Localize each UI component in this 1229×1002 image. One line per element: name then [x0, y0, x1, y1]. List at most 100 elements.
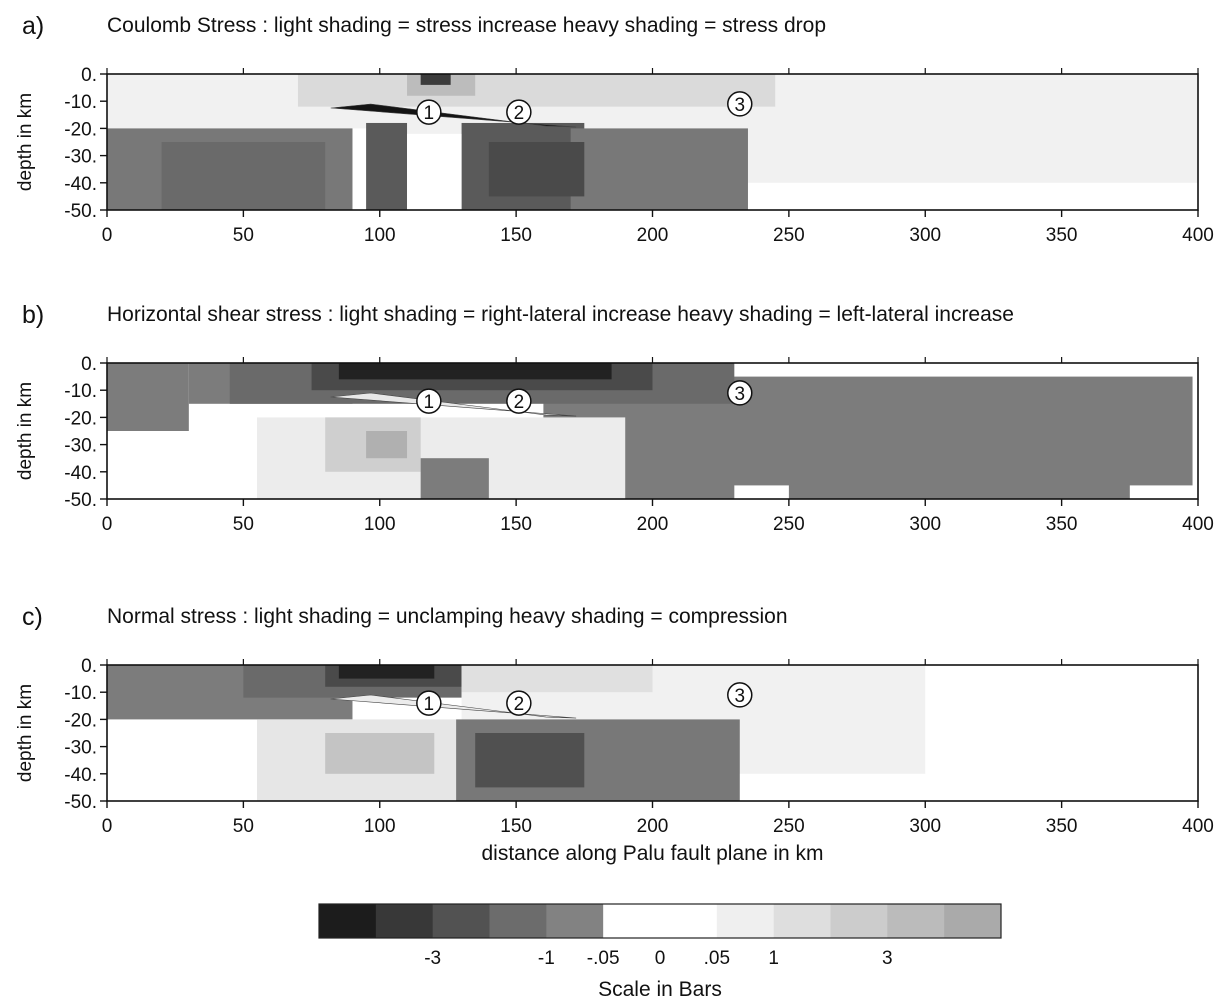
colorbar-tick-label: .05 [704, 948, 730, 969]
location-marker-1: 1 [416, 99, 442, 125]
location-marker-1: 1 [416, 388, 442, 414]
y-tick-label: -10. [64, 381, 97, 402]
y-tick-label: 0. [81, 354, 97, 375]
marker-label: 1 [424, 694, 435, 715]
marker-circle [727, 682, 753, 708]
x-tick-label: 100 [364, 816, 396, 837]
x-tick-label: 300 [909, 514, 941, 535]
y-tick-label: -30. [64, 436, 97, 457]
stress-cell [297, 74, 776, 107]
stress-cell [475, 733, 585, 788]
stress-cell [161, 142, 326, 210]
y-tick-label: -50. [64, 490, 97, 511]
colorbar-tick-label: -3 [424, 948, 441, 969]
y-tick-label: 0. [81, 656, 97, 677]
colorbar-swatch [887, 904, 945, 938]
x-tick-label: 400 [1182, 225, 1214, 246]
x-tick-label: 100 [364, 514, 396, 535]
y-tick-label: -30. [64, 738, 97, 759]
x-tick-label: 250 [773, 514, 805, 535]
location-marker-2: 2 [506, 99, 532, 125]
colorbar-label: Scale in Bars [598, 978, 722, 1001]
y-tick-label: -10. [64, 92, 97, 113]
colorbar-frame [318, 903, 1002, 939]
colorbar-swatch [432, 904, 490, 938]
x-tick-label: 350 [1046, 816, 1078, 837]
x-tick-label: 250 [773, 816, 805, 837]
stress-cell [420, 458, 489, 499]
stress-cell [1129, 485, 1198, 499]
x-tick-label: 50 [233, 225, 254, 246]
colorbar-swatch [546, 904, 604, 938]
stress-cell [338, 363, 612, 380]
x-tick-label: 0 [102, 225, 113, 246]
location-marker-2: 2 [506, 690, 532, 716]
y-tick-label: -10. [64, 683, 97, 704]
stress-cell [734, 485, 789, 499]
x-axis-label: distance along Palu fault plane in km [481, 842, 823, 865]
x-tick-label: 300 [909, 816, 941, 837]
x-tick-label: 0 [102, 816, 113, 837]
colorbar-tick-label: -.05 [587, 948, 620, 969]
stress-cell [366, 431, 408, 459]
colorbar-swatch [716, 904, 775, 938]
marker-circle [727, 91, 753, 117]
marker-label: 1 [424, 103, 435, 124]
marker-circle [506, 388, 532, 414]
stress-cell [461, 665, 653, 693]
colorbar-swatch [660, 904, 718, 938]
panel-letter: c) [22, 603, 43, 631]
marker-circle [727, 380, 753, 406]
x-tick-label: 50 [233, 816, 254, 837]
x-tick-label: 150 [500, 514, 532, 535]
y-axis-label: depth in km [15, 684, 36, 782]
colorbar-swatch [489, 904, 547, 938]
y-tick-label: -40. [64, 765, 97, 786]
y-tick-label: -20. [64, 710, 97, 731]
colorbar-swatch [773, 904, 831, 938]
y-axis-label: depth in km [15, 93, 36, 191]
y-tick-label: -20. [64, 408, 97, 429]
marker-label: 2 [514, 103, 525, 124]
stress-cell [107, 363, 189, 431]
colorbar-swatch [375, 904, 434, 938]
stress-cell [325, 733, 435, 774]
fault-plane [330, 103, 577, 128]
x-tick-label: 50 [233, 514, 254, 535]
marker-circle [416, 690, 442, 716]
y-tick-label: -30. [64, 147, 97, 168]
x-tick-label: 400 [1182, 816, 1214, 837]
location-marker-3: 3 [727, 682, 753, 708]
location-marker-1: 1 [416, 690, 442, 716]
panel-a: a) Coulomb Stress : light shading = stres… [15, 12, 1214, 246]
marker-label: 2 [514, 694, 525, 715]
stress-cell [734, 182, 1198, 210]
stress-cell [338, 665, 435, 679]
x-tick-label: 100 [364, 225, 396, 246]
x-tick-label: 350 [1046, 514, 1078, 535]
marker-label: 2 [514, 392, 525, 413]
marker-label: 3 [734, 686, 745, 707]
x-tick-label: 250 [773, 225, 805, 246]
colorbar-tick-label: -1 [538, 948, 555, 969]
location-marker-3: 3 [727, 380, 753, 406]
panel-b: b) Horizontal shear stress : light shadin… [15, 301, 1214, 535]
x-tick-label: 150 [500, 225, 532, 246]
marker-circle [416, 99, 442, 125]
stress-cell [366, 122, 408, 210]
colorbar: -3 -1 -.05 0 .05 1 3 Scale in Bars [318, 903, 1002, 1001]
x-tick-label: 350 [1046, 225, 1078, 246]
marker-circle [506, 690, 532, 716]
colorbar-swatch [319, 904, 377, 938]
x-tick-label: 200 [637, 816, 669, 837]
x-tick-label: 0 [102, 514, 113, 535]
panel-letter: a) [22, 12, 44, 40]
panel-title: Horizontal shear stress : light shading … [107, 303, 1014, 326]
panel-title: Coulomb Stress : light shading = stress … [107, 14, 826, 37]
fault-plane [330, 392, 577, 417]
colorbar-tick-label: 1 [768, 948, 779, 969]
x-tick-label: 200 [637, 514, 669, 535]
y-tick-label: -20. [64, 119, 97, 140]
y-tick-label: 0. [81, 65, 97, 86]
